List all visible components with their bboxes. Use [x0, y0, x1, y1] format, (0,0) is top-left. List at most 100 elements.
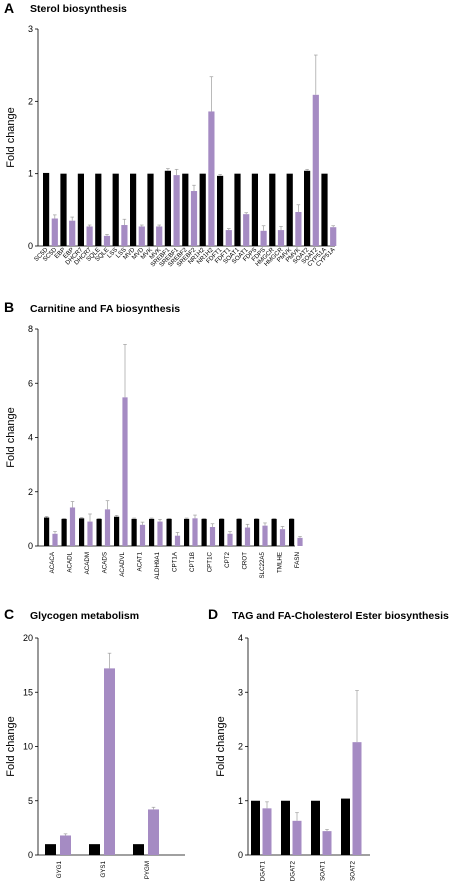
y-tick-label: 0	[28, 541, 33, 551]
treated-bar	[104, 509, 111, 546]
control-bar	[234, 173, 241, 246]
y-tick-label: 1	[238, 796, 243, 806]
control-bar	[281, 800, 290, 855]
y-tick-label: 2	[28, 487, 33, 497]
x-tick-label: GYS1	[100, 860, 107, 877]
treated-bar	[322, 831, 332, 855]
x-tick-label: CPT2	[224, 551, 231, 567]
control-bar	[95, 173, 102, 246]
y-tick-label: 0	[238, 850, 243, 860]
y-tick-label: 6	[28, 378, 33, 388]
x-tick-label: TMLHE	[276, 552, 283, 573]
x-tick-label: ACADS	[101, 552, 108, 573]
y-tick-label: 8	[28, 324, 33, 334]
control-bar	[184, 518, 190, 546]
y-tick-label: 0	[28, 241, 33, 251]
control-bar	[77, 173, 84, 246]
treated-bar	[192, 518, 198, 546]
x-tick-label: CPT1A	[171, 551, 178, 572]
x-tick-label: SOAT1	[319, 860, 326, 880]
control-bar	[131, 518, 137, 546]
treated-bar	[173, 175, 180, 246]
panel-b-chart: 0 2 4 6 8 Fold change ACACA ACADL ACADM ACADS ACAD…	[5, 324, 303, 580]
panel-a-title: Sterol biosynthesis	[30, 3, 127, 15]
treated-bar	[244, 527, 251, 546]
control-bar	[166, 518, 172, 546]
x-tick-label: ACAT1	[136, 551, 143, 571]
control-bar	[251, 800, 260, 855]
control-bar	[43, 172, 50, 246]
control-bar	[217, 175, 224, 246]
x-tick-label: DGAT1	[259, 860, 266, 881]
control-bar	[304, 170, 311, 246]
treated-bar	[262, 525, 268, 546]
control-bar	[112, 173, 119, 246]
treated-bar	[52, 533, 58, 546]
x-tick-label: SOAT2	[349, 860, 356, 880]
treated-bar	[260, 230, 267, 246]
x-tick-label: ALDH9A1	[154, 551, 161, 579]
x-tick-label: PYGM	[144, 861, 151, 879]
panel-d-chart: 0 1 2 3 4 Fold change DGAT1 DGAT2 SOAT1 SOAT2	[215, 633, 370, 881]
control-bar	[60, 173, 67, 246]
control-bar	[311, 800, 320, 855]
control-bar	[219, 518, 225, 546]
treated-bar	[174, 535, 181, 546]
x-tick-label: SLC22A5	[259, 551, 266, 578]
treated-bar	[86, 226, 93, 246]
panel-b-letter: B	[4, 299, 14, 315]
control-bar	[61, 518, 67, 546]
treated-bar	[148, 809, 159, 855]
treated-bar	[104, 668, 115, 855]
control-bar	[45, 844, 56, 855]
control-bar	[269, 173, 276, 246]
x-tick-label: FASN	[294, 552, 301, 568]
treated-bar	[330, 227, 337, 246]
y-axis-label: Fold change	[215, 716, 227, 777]
y-axis-label: Fold change	[5, 716, 17, 777]
x-tick-label: ACACA	[49, 551, 56, 573]
treated-bar	[292, 820, 302, 855]
panel-c-chart: 0 5 10 15 20 Fold change GYG1 GYS1 PYGM	[5, 633, 185, 879]
y-tick-label: 3	[238, 687, 243, 697]
y-tick-label: 4	[28, 433, 33, 443]
control-bar	[147, 173, 154, 246]
panel-d-letter: D	[208, 606, 218, 622]
treated-bar	[312, 94, 319, 246]
treated-bar	[51, 218, 58, 246]
treated-bar	[156, 226, 163, 246]
control-bar	[254, 518, 260, 546]
treated-bar	[227, 533, 233, 546]
x-tick-label: CPT1C	[206, 551, 213, 572]
treated-bar	[190, 191, 198, 246]
x-tick-label: CROT	[241, 552, 248, 570]
y-tick-label: 2	[238, 742, 243, 752]
control-bar	[201, 518, 207, 546]
y-axis-label: Fold change	[5, 107, 17, 168]
x-tick-label: CPT1B	[189, 552, 196, 572]
panel-b-title: Carnitine and FA biosynthesis	[30, 303, 180, 315]
y-tick-label: 0	[28, 850, 33, 860]
treated-bar	[277, 230, 285, 246]
x-tick-label: ACADM	[84, 552, 91, 574]
treated-bar	[352, 742, 362, 855]
control-bar	[251, 173, 258, 246]
treated-bar	[138, 226, 145, 246]
treated-bar	[225, 230, 232, 246]
treated-bar	[295, 212, 302, 246]
control-bar	[341, 798, 350, 855]
treated-bar	[209, 527, 216, 546]
y-tick-label: 20	[23, 633, 33, 643]
treated-bar	[69, 507, 76, 546]
control-bar	[44, 517, 50, 546]
panel-a-letter: A	[4, 0, 14, 16]
panel-c-title: Glycogen metabolism	[30, 610, 139, 622]
treated-bar	[208, 111, 215, 247]
control-bar	[79, 518, 85, 546]
control-bar	[236, 518, 242, 546]
panel-c-letter: C	[4, 606, 14, 622]
control-bar	[89, 844, 100, 855]
treated-bar	[243, 214, 250, 246]
treated-bar	[69, 220, 76, 246]
treated-bar	[87, 521, 93, 546]
